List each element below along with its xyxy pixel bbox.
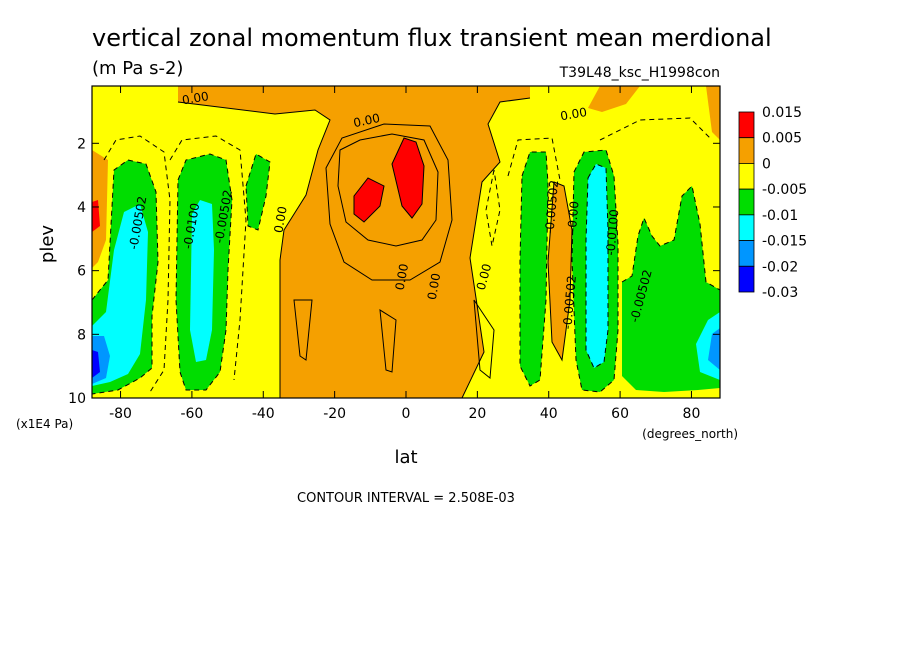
legend-label: -0.015: [762, 234, 807, 250]
y-tick-label: 8: [77, 327, 86, 343]
y-axis-units: (x1E4 Pa): [16, 417, 73, 431]
contour-label: 0.00: [393, 263, 411, 292]
contour-label: -0.00: [565, 200, 582, 232]
contour-solid-inner-1: [337, 133, 439, 247]
contour-label-layer: 0.00 0.00 0.00 -0.00502 -0.0100 -0.00502 0.00 0…: [126, 89, 654, 330]
contour-label: 0.00: [181, 89, 210, 107]
contour-solid-lower-1: [293, 299, 313, 361]
contour-solid-strip: [547, 181, 573, 362]
x-axis-label: lat: [394, 447, 417, 468]
contour-dashed-nh-top: [599, 117, 713, 141]
region-cyan-sh-mid: [190, 200, 214, 362]
legend-label: 0.005: [762, 131, 802, 147]
y-axis: 2 4 6 8 10: [68, 136, 720, 407]
x-tick-label: -20: [323, 406, 346, 422]
contour-dashed-nh-1-outer: [507, 137, 561, 181]
color-legend: 0.015 0.005 0 -0.005 -0.01 -0.015 -0.02 -0.03: [738, 105, 807, 301]
contour-dashed-nh-2: [571, 149, 619, 393]
contour-lines: [177, 97, 573, 398]
contour-interval: CONTOUR INTERVAL = 2.508E-03: [297, 491, 515, 506]
x-tick-label: -60: [180, 406, 203, 422]
region-red-left-edge: [92, 200, 100, 232]
contour-label: 0.00: [474, 262, 494, 291]
y-tick-label: 2: [77, 136, 86, 152]
contour-label: -0.00502: [560, 275, 579, 330]
legend-swatch: [738, 137, 755, 164]
legend-label: -0.02: [762, 259, 798, 275]
legend-swatch: [738, 111, 755, 139]
legend-label: -0.03: [762, 285, 798, 301]
legend-swatch: [738, 163, 755, 190]
region-orange-central: [178, 86, 530, 398]
contour-dashed-nh-1: [519, 151, 549, 387]
region-green-sh-narrow: [246, 154, 270, 230]
y-tick-label: 10: [68, 391, 86, 407]
contour-label: 0.00: [352, 111, 381, 130]
legend-swatch: [738, 240, 755, 267]
contour-dashed-sh-west: [92, 159, 159, 395]
region-orange-mid-strip: [548, 182, 572, 360]
x-tick-label: 60: [611, 406, 629, 422]
plot-area: 0.00 0.00 0.00 -0.00502 -0.0100 -0.00502 0.00 0…: [92, 86, 720, 398]
legend-swatch: [738, 188, 755, 216]
contour-label: 0.00: [559, 105, 588, 123]
region-blue-nh-corner: [708, 328, 720, 370]
legend-swatch: [738, 214, 755, 241]
x-axis-units: (degrees_north): [642, 427, 738, 441]
x-tick-label: 20: [468, 406, 486, 422]
legend-swatch: [738, 265, 755, 293]
legend-label: -0.01: [762, 208, 798, 224]
region-orange-right-edge: [706, 86, 720, 140]
region-green-nh-3: [622, 186, 720, 392]
region-green-nh-1: [520, 152, 548, 386]
x-tick-label: 80: [683, 406, 701, 422]
contour-label: -0.0100: [603, 209, 621, 256]
contour-dashed-nh-2-inner: [585, 163, 609, 369]
contour-solid-central-east: [461, 97, 531, 398]
region-orange-top-right: [588, 86, 640, 112]
run-label: T39L48_ksc_H1998con: [559, 65, 720, 81]
contour-solid-lower-2: [379, 309, 397, 373]
contour-solid-central: [177, 101, 331, 398]
chart-title: vertical zonal momentum flux transient m…: [92, 24, 772, 52]
contour-dashed-mid: [485, 169, 501, 247]
contour-label: -0.00502: [542, 179, 561, 234]
contour-dashed-sh-west-outer: [103, 135, 171, 393]
legend-label: 0.015: [762, 105, 802, 121]
contour-dashed-sh-narrow: [245, 153, 271, 231]
legend-label: -0.005: [762, 182, 807, 198]
x-tick-label: -80: [109, 406, 132, 422]
region-cyan-nh: [586, 164, 608, 368]
x-tick-label: 0: [402, 406, 411, 422]
contour-solid-inner-2: [325, 123, 453, 281]
region-red-east: [392, 138, 424, 218]
contour-solid-red-east: [391, 137, 425, 219]
y-axis-label: plev: [37, 225, 58, 264]
region-cyan-sh-west: [92, 204, 148, 386]
contour-label: 0.00: [425, 272, 443, 301]
field-shading: [92, 86, 720, 398]
contour-solid-red-west: [353, 177, 385, 223]
region-orange-left-edge: [92, 150, 108, 268]
region-darkblue-sh-corner: [92, 350, 100, 378]
contour-lines-dashed: [92, 117, 720, 395]
chart-units: (m Pa s-2): [92, 58, 183, 79]
contour-dashed-nh-3: [621, 184, 720, 291]
contour-dashed-sh-mid: [175, 153, 233, 391]
contour-dashed-sh-mid-outer: [169, 135, 247, 381]
x-axis: -80 -60 -40 -20 0 20 40 60 80: [109, 86, 700, 422]
legend-label: 0: [762, 156, 771, 172]
x-tick-label: 40: [540, 406, 558, 422]
region-red-west: [354, 178, 384, 222]
x-tick-label: -40: [252, 406, 275, 422]
y-tick-label: 4: [77, 200, 86, 216]
contour-solid-lower-3: [473, 299, 495, 379]
contour-label: 0.00: [271, 205, 289, 234]
y-tick-label: 6: [77, 264, 86, 280]
